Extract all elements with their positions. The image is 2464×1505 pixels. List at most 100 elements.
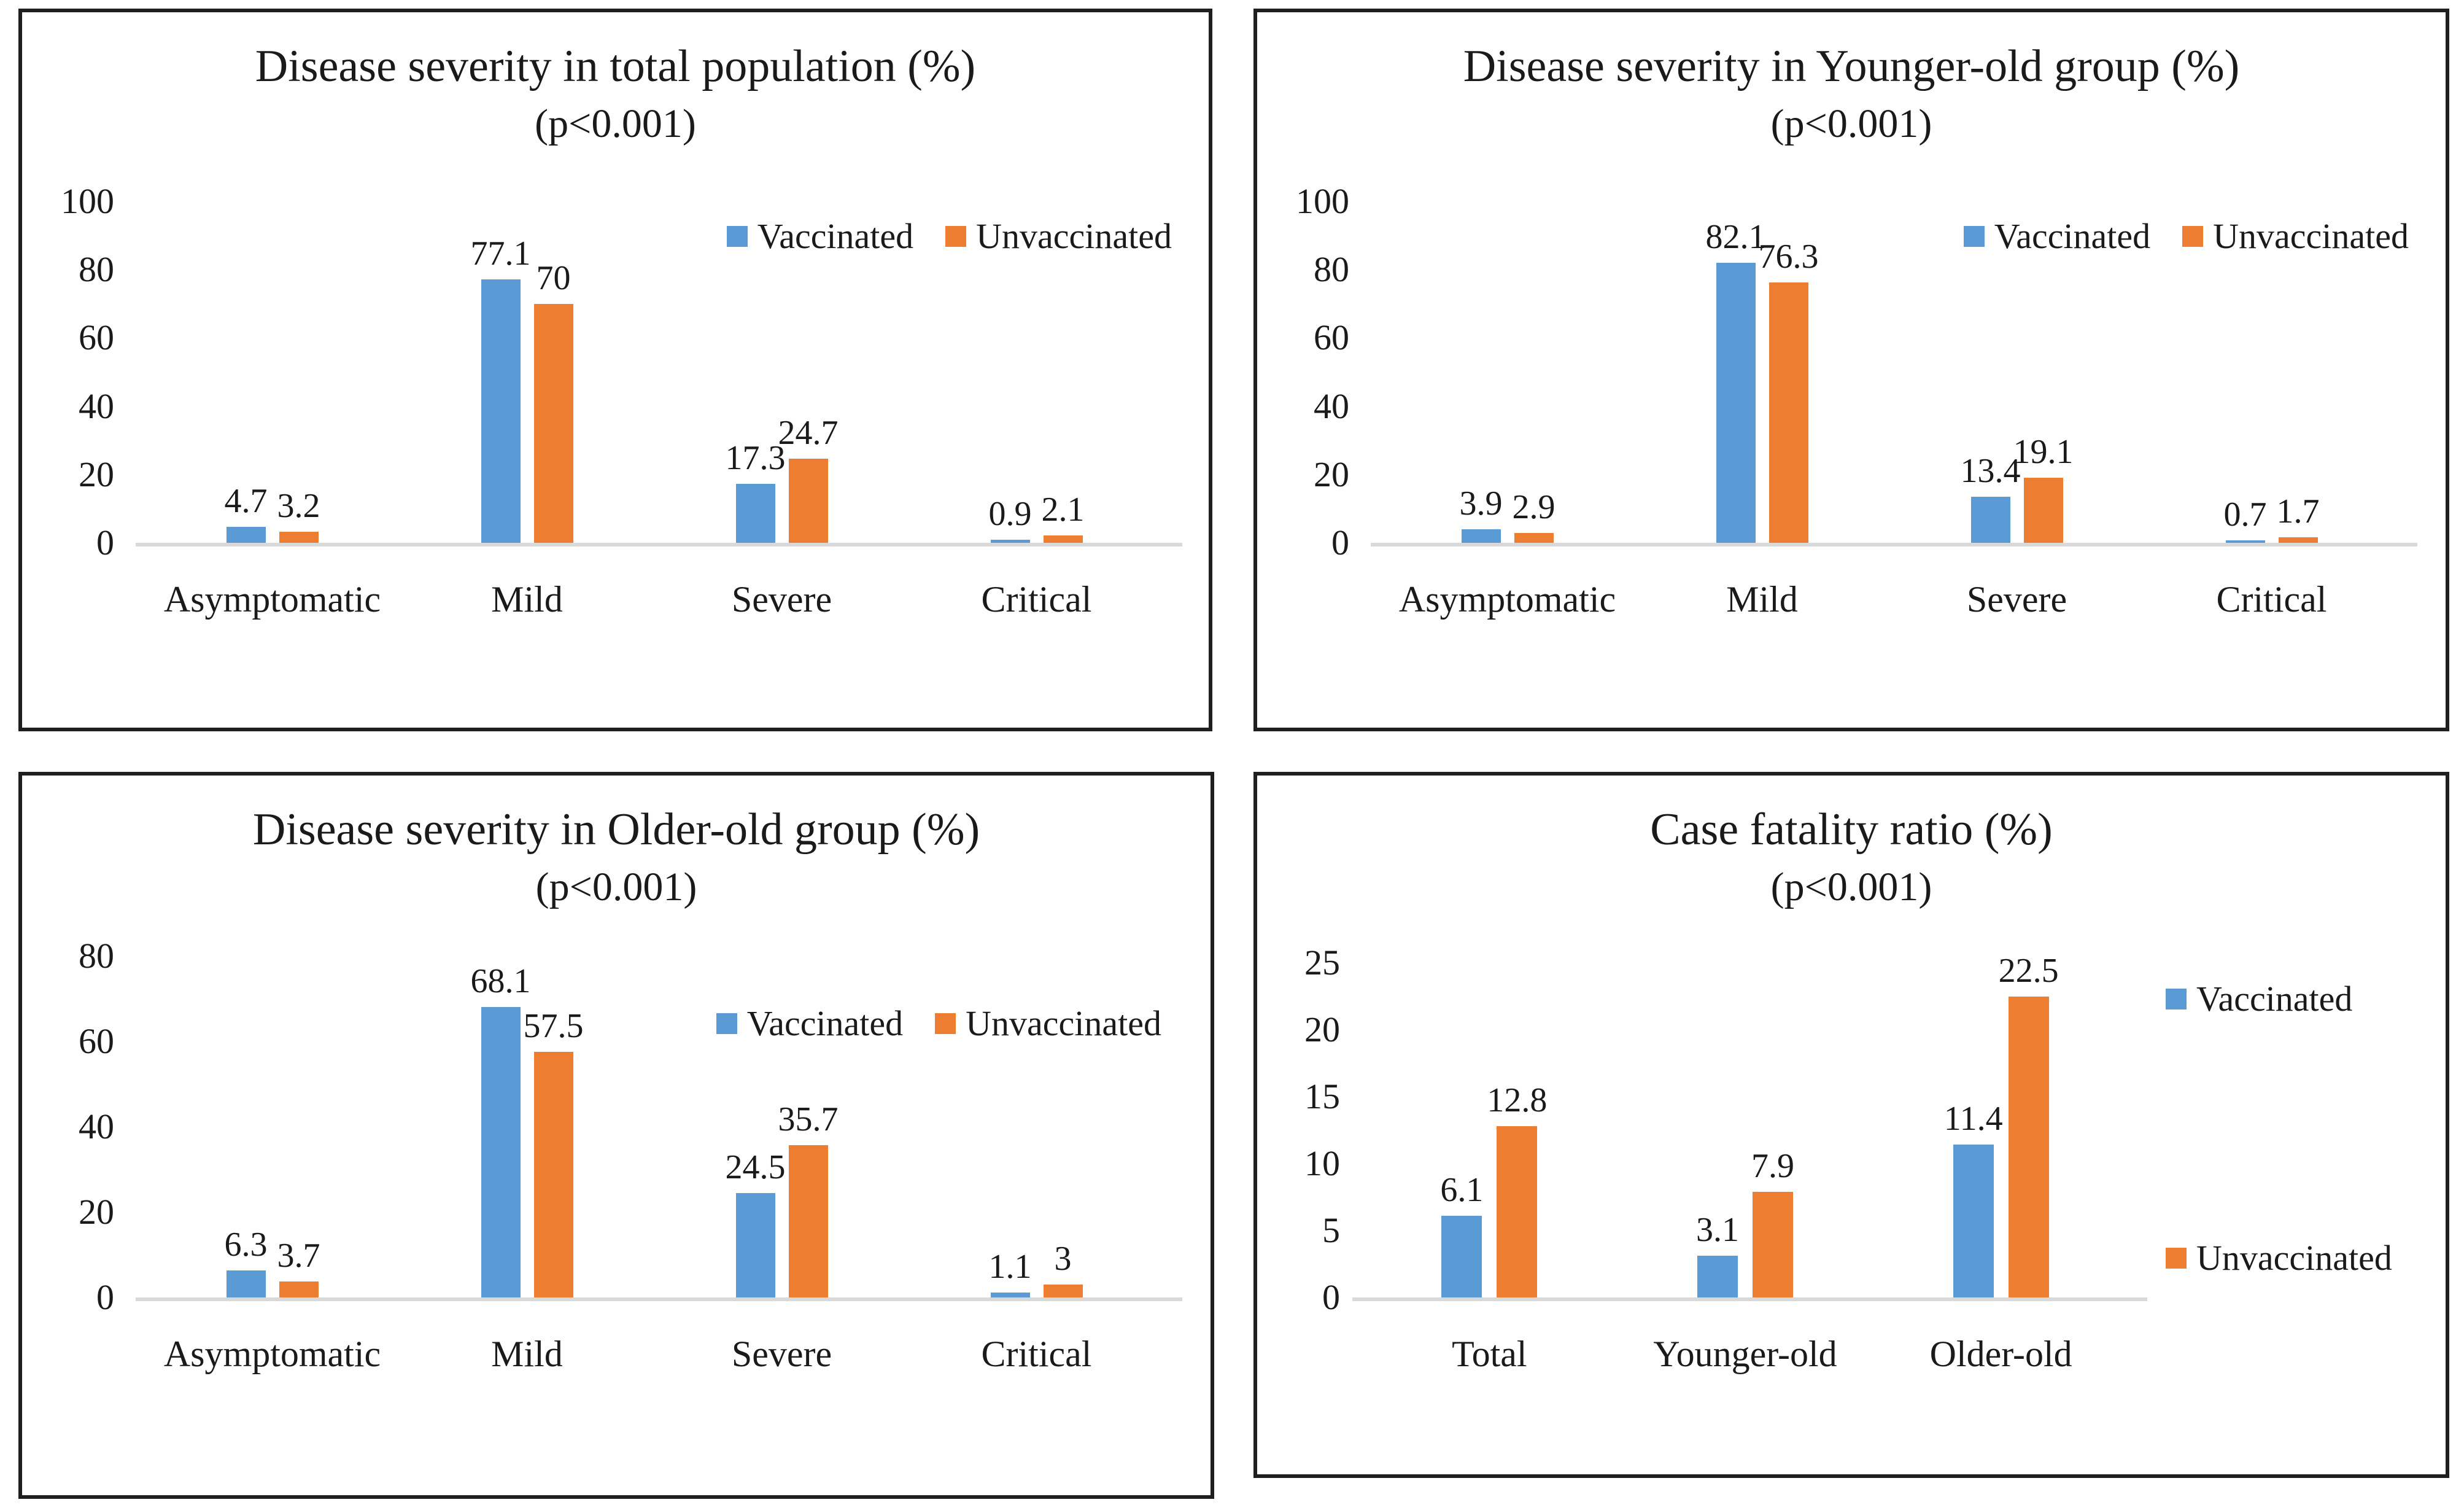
legend-item-unvaccinated: Unvaccinated — [2182, 217, 2409, 256]
value-label: 22.5 — [1998, 951, 2059, 990]
legend-label: Unvaccinated — [976, 216, 1172, 256]
bar-vaccinated-older-old — [1953, 1145, 1994, 1297]
category-label: Asymptomatic — [1398, 579, 1616, 620]
value-label: 57.5 — [523, 1007, 584, 1046]
legend-label: Unvaccinated — [966, 1003, 1161, 1043]
bar-vaccinated-severe — [1970, 497, 2010, 543]
chart-panel-younger-old: Disease severity in Younger-old group (%… — [1253, 9, 2449, 731]
y-tick-label: 0 — [96, 1277, 114, 1317]
bar-unvaccinated-mild — [533, 303, 573, 543]
y-tick-label: 5 — [1322, 1210, 1340, 1250]
chart-panel-total-population: Disease severity in total population (%)… — [18, 9, 1212, 731]
legend-label: Vaccinated — [746, 1003, 904, 1043]
category-label: Younger-old — [1653, 1334, 1837, 1374]
value-label: 82.1 — [1705, 217, 1766, 256]
category-label: Mild — [1726, 579, 1798, 620]
chart-title: Disease severity in Younger-old group (%… — [1463, 41, 2240, 91]
category-label: Critical — [981, 579, 1092, 620]
bar-vaccinated-severe — [735, 1192, 775, 1297]
category-label: Mild — [491, 579, 563, 620]
value-label: 76.3 — [1758, 237, 1819, 276]
category-label: Older-old — [1929, 1334, 2072, 1374]
legend-swatch-unvaccinated-icon — [2166, 1248, 2187, 1269]
bar-unvaccinated-total — [1497, 1126, 1538, 1297]
value-label: 1.7 — [2276, 492, 2320, 531]
value-label: 17.3 — [725, 438, 786, 477]
bar-unvaccinated-severe — [2023, 477, 2063, 543]
bar-vaccinated-total — [1441, 1216, 1482, 1297]
y-tick-label: 15 — [1304, 1076, 1340, 1116]
category-label: Asymptomatic — [163, 579, 381, 620]
value-label: 12.8 — [1487, 1081, 1548, 1119]
bar-vaccinated-critical — [2225, 540, 2265, 543]
legend-swatch-vaccinated-icon — [1963, 226, 1985, 247]
chart-title: Disease severity in Older-old group (%) — [252, 804, 980, 855]
category-label: Severe — [1966, 579, 2067, 620]
value-label: 19.1 — [2013, 432, 2074, 471]
chart-pvalue: (p<0.001) — [1770, 865, 1932, 909]
chart-panel-older-old: Disease severity in Older-old group (%) … — [18, 772, 1214, 1499]
value-label: 2.1 — [1041, 491, 1085, 529]
chart-pvalue: (p<0.001) — [1770, 101, 1932, 146]
bar-vaccinated-mild — [1716, 262, 1756, 543]
value-label: 11.4 — [1943, 1100, 2003, 1138]
category-label: Total — [1452, 1334, 1527, 1374]
legend: Vaccinated Unvaccinated — [716, 1004, 1161, 1043]
chart-panel-case-fatality: Case fatality ratio (%) (p<0.001) 25 20 15… — [1253, 772, 2449, 1478]
x-axis-line — [136, 543, 1182, 546]
category-label: Critical — [2216, 579, 2327, 620]
value-label: 35.7 — [778, 1100, 839, 1138]
legend-item-vaccinated: Vaccinated — [716, 1004, 903, 1043]
value-label: 1.1 — [988, 1248, 1032, 1286]
bar-unvaccinated-asymptomatic — [279, 532, 319, 543]
value-label: 68.1 — [470, 962, 531, 1000]
legend-swatch-unvaccinated-icon — [2182, 226, 2204, 247]
value-label: 0.7 — [2223, 496, 2267, 534]
x-axis-line — [136, 1297, 1182, 1301]
category-label: Mild — [491, 1334, 563, 1374]
y-tick-label: 0 — [1322, 1277, 1340, 1317]
y-tick-label: 40 — [79, 386, 114, 426]
bar-vaccinated-critical — [990, 1293, 1030, 1297]
y-tick-label: 60 — [79, 1021, 114, 1061]
legend-item-unvaccinated: Unvaccinated — [2166, 1239, 2392, 1278]
legend-swatch-vaccinated-icon — [726, 226, 748, 247]
chart-pvalue: (p<0.001) — [535, 865, 697, 909]
value-label: 77.1 — [470, 235, 531, 273]
y-tick-label: 100 — [1296, 181, 1349, 221]
x-axis-line — [1371, 543, 2417, 546]
value-label: 6.1 — [1440, 1171, 1484, 1210]
bar-unvaccinated-severe — [788, 458, 828, 543]
value-label: 4.7 — [224, 481, 268, 520]
bar-vaccinated-asymptomatic — [1461, 529, 1501, 543]
y-tick-label: 80 — [79, 936, 114, 976]
bar-vaccinated-younger-old — [1697, 1256, 1738, 1297]
legend-label: Vaccinated — [2196, 979, 2353, 1019]
legend: Vaccinated Unvaccinated — [1963, 216, 2409, 256]
y-tick-label: 60 — [79, 317, 114, 358]
value-label: 6.3 — [224, 1226, 268, 1264]
bar-vaccinated-severe — [735, 483, 775, 543]
y-tick-label: 0 — [96, 523, 114, 562]
bar-unvaccinated-mild — [533, 1052, 573, 1297]
bar-unvaccinated-asymptomatic — [279, 1281, 319, 1297]
bar-unvaccinated-severe — [788, 1145, 828, 1297]
legend-item-unvaccinated: Unvaccinated — [935, 1004, 1161, 1043]
bar-unvaccinated-critical — [1043, 1285, 1083, 1297]
legend-item-vaccinated: Vaccinated — [1963, 216, 2151, 256]
value-label: 0.9 — [988, 494, 1032, 533]
legend-swatch-unvaccinated-icon — [945, 226, 967, 247]
y-tick-label: 20 — [1304, 1009, 1340, 1049]
value-label: 3 — [1054, 1240, 1072, 1278]
y-tick-label: 25 — [1304, 943, 1340, 982]
legend-label: Vaccinated — [1994, 216, 2151, 256]
y-tick-label: 40 — [1314, 386, 1349, 426]
value-label: 70 — [536, 259, 571, 297]
value-label: 24.5 — [725, 1148, 786, 1186]
legend: Vaccinated Unvaccinated — [726, 216, 1172, 256]
value-label: 3.9 — [1459, 484, 1503, 523]
value-label: 7.9 — [1751, 1146, 1794, 1185]
chart-title: Case fatality ratio (%) — [1650, 804, 2053, 855]
legend-item-vaccinated: Vaccinated — [2166, 979, 2352, 1019]
value-label: 3.2 — [277, 487, 320, 526]
